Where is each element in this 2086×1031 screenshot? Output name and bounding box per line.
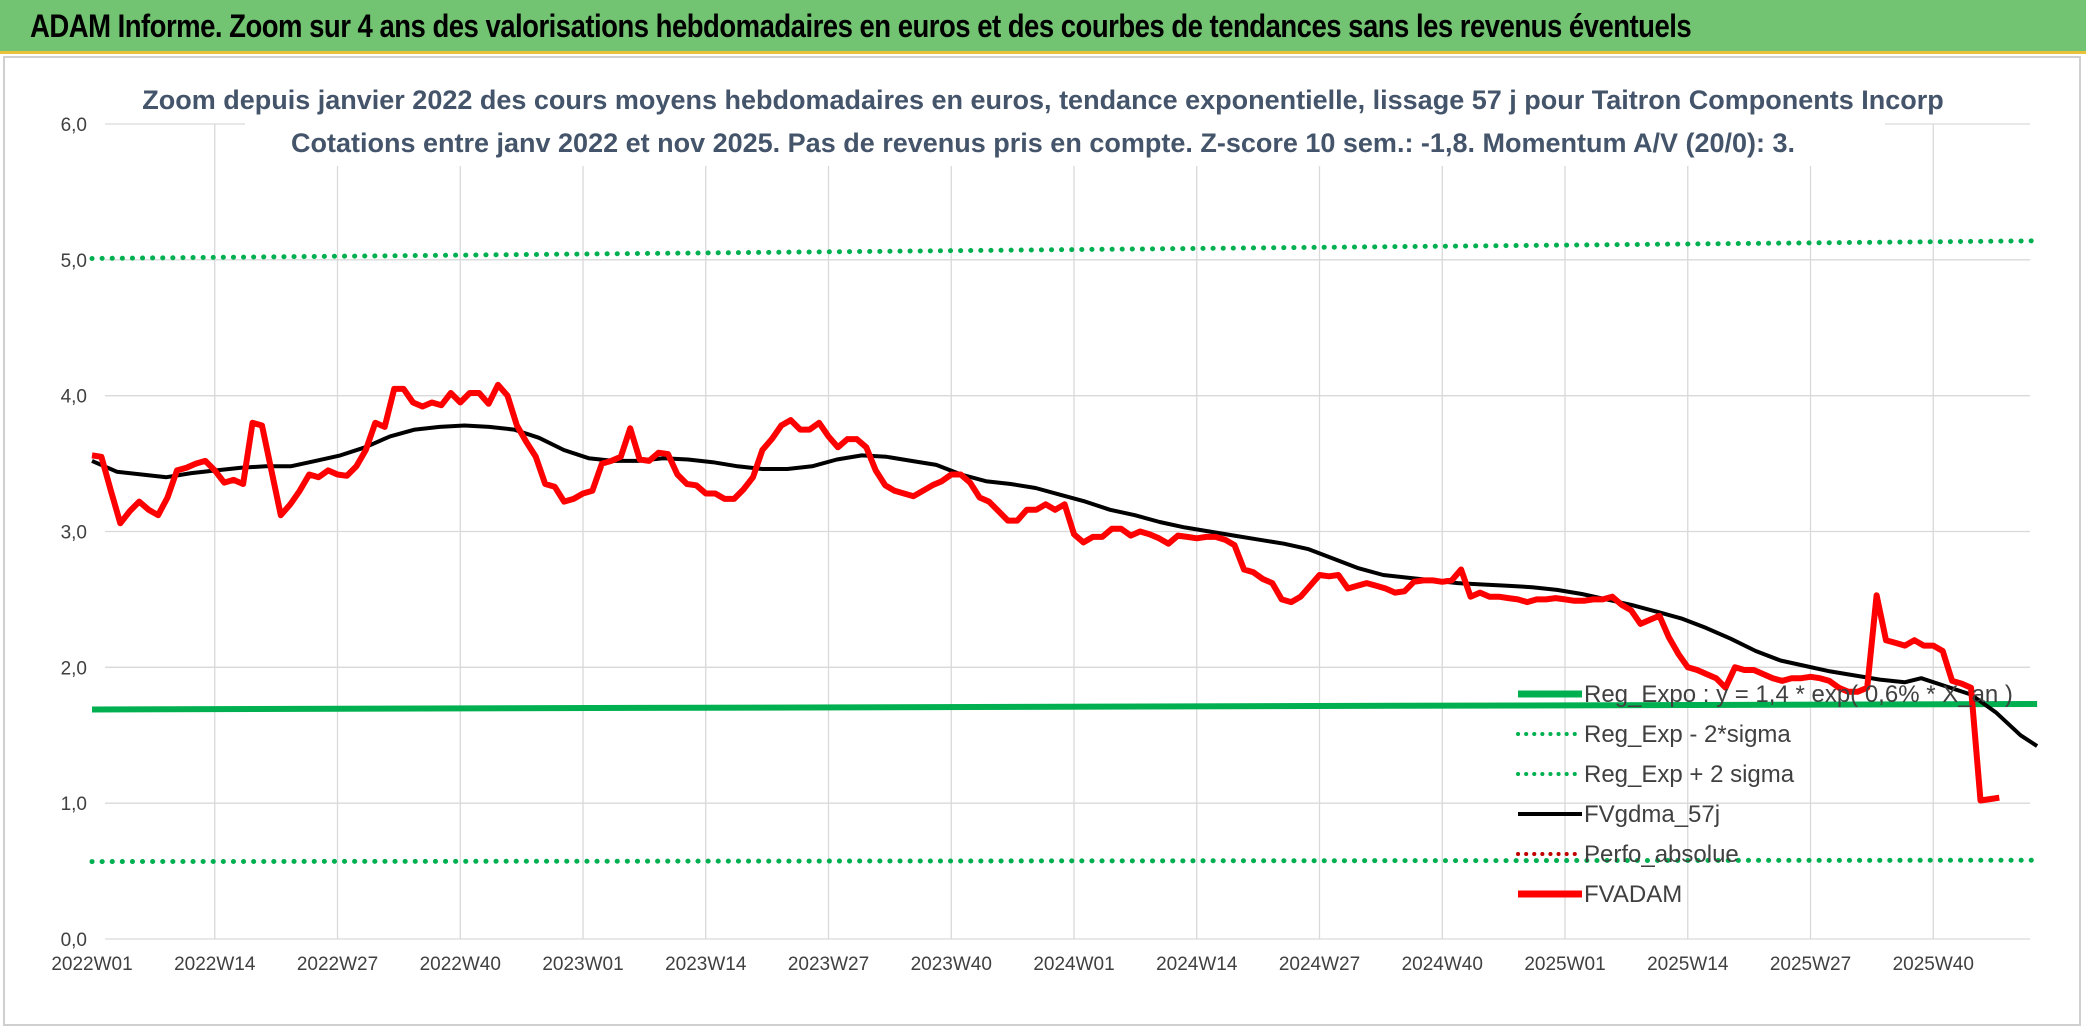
legend-label: Reg_Exp + 2 sigma — [1584, 761, 1795, 788]
legend-label: Reg_Expo : y = 1,4 * exp( 0,6% * X_an ) — [1584, 681, 2013, 708]
legend-label: Reg_Exp - 2*sigma — [1584, 721, 1791, 748]
x-tick-label: 2023W40 — [911, 954, 992, 975]
y-axis-ticks: 0,0 1,0 2,0 3,0 4,0 5,0 6,0 — [61, 115, 87, 951]
report-title: ADAM Informe. Zoom sur 4 ans des valoris… — [30, 8, 1692, 44]
series-reg-expo — [91, 701, 2038, 713]
x-tick-label: 2024W40 — [1402, 954, 1483, 975]
series-reg-plus-2sigma — [89, 238, 2040, 261]
header-banner: ADAM Informe. Zoom sur 4 ans des valoris… — [0, 0, 2086, 54]
series-layer — [89, 238, 2040, 865]
y-tick-label: 4,0 — [61, 387, 87, 408]
x-tick-label: 2023W01 — [542, 954, 623, 975]
x-axis-ticks: 2022W01 2022W14 2022W27 2022W40 2023W01 2023W… — [51, 954, 1974, 975]
x-tick-label: 2024W01 — [1033, 954, 1114, 975]
x-tick-label: 2025W27 — [1770, 954, 1851, 975]
title-backdrop — [245, 80, 1885, 166]
x-tick-label: 2022W40 — [420, 954, 501, 975]
legend: Reg_Expo : y = 1,4 * exp( 0,6% * X_an ) R… — [1516, 681, 2013, 908]
y-tick-label: 6,0 — [61, 115, 87, 136]
x-tick-label: 2023W14 — [665, 954, 747, 975]
y-tick-label: 3,0 — [61, 523, 87, 544]
series-reg-minus-2sigma — [89, 857, 2040, 865]
x-tick-label: 2024W27 — [1279, 954, 1360, 975]
chart-frame — [3, 56, 2081, 1026]
x-tick-label: 2022W01 — [51, 954, 132, 975]
series-fvgdma-57j — [91, 423, 2039, 748]
legend-label: Perfo_absolue — [1584, 841, 1739, 868]
legend-label: FVgdma_57j — [1584, 801, 1720, 828]
chart-title-line-2: Cotations entre janv 2022 et nov 2025. P… — [291, 128, 1795, 158]
x-tick-label: 2025W01 — [1524, 954, 1605, 975]
x-tick-label: 2022W27 — [297, 954, 378, 975]
series-fvadam — [91, 381, 2000, 804]
y-tick-label: 1,0 — [61, 794, 87, 815]
chart-title-line-1: Zoom depuis janvier 2022 des cours moyen… — [142, 85, 1943, 115]
y-tick-label: 0,0 — [61, 930, 87, 951]
legend-label: FVADAM — [1584, 881, 1682, 908]
y-tick-label: 5,0 — [61, 251, 87, 272]
gridlines — [105, 123, 2030, 940]
x-tick-label: 2025W40 — [1893, 954, 1974, 975]
x-tick-label: 2025W14 — [1647, 954, 1729, 975]
y-tick-label: 2,0 — [61, 658, 87, 679]
x-tick-label: 2024W14 — [1156, 954, 1238, 975]
x-tick-label: 2023W27 — [788, 954, 869, 975]
x-tick-label: 2022W14 — [174, 954, 256, 975]
